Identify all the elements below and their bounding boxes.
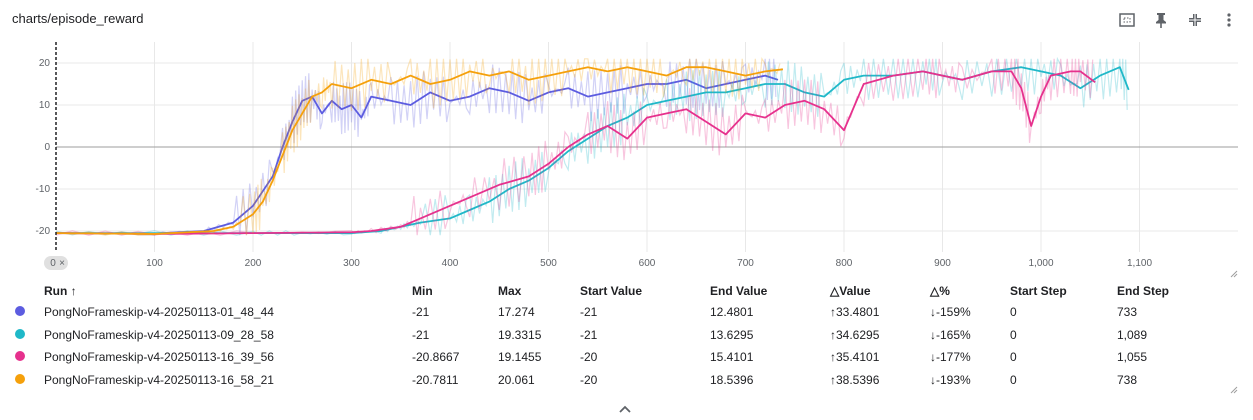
- pin-icon[interactable]: [1149, 8, 1173, 32]
- column-header-max[interactable]: Max: [498, 284, 522, 298]
- run-delta-pct: ↓-177%: [930, 350, 971, 365]
- y-tick-label: 20: [39, 58, 51, 69]
- series-line: [55, 70, 1096, 235]
- x-tick-label: 800: [836, 258, 853, 269]
- column-header-start-step[interactable]: Start Step: [1010, 284, 1067, 298]
- column-header-start-value[interactable]: Start Value: [580, 284, 643, 298]
- run-end-step: 733: [1117, 305, 1138, 320]
- y-tick-label: -20: [36, 226, 51, 237]
- x-tick-label: 1,100: [1127, 258, 1152, 269]
- chart-title: charts/episode_reward: [12, 11, 144, 26]
- run-min: -21: [412, 305, 430, 320]
- run-delta-pct: ↓-159%: [930, 305, 971, 320]
- x-tick-label: 1,000: [1028, 258, 1053, 269]
- column-header-end-value[interactable]: End Value: [710, 284, 768, 298]
- run-end-value: 18.5396: [710, 372, 754, 387]
- run-start-step: 0: [1010, 350, 1017, 365]
- column-header-delta-pct[interactable]: △%: [930, 284, 950, 298]
- run-end-value: 15.4101: [710, 350, 754, 365]
- cursor-chip-bg: [44, 256, 68, 270]
- run-color-dot: [15, 328, 25, 339]
- run-start-step: 0: [1010, 327, 1017, 342]
- run-delta-pct: ↓-193%: [930, 372, 971, 387]
- chart-toolbar: [1115, 8, 1241, 32]
- run-end-step: 1,089: [1117, 327, 1148, 342]
- cursor-close-icon[interactable]: ×: [59, 258, 65, 269]
- run-color-dot: [15, 373, 25, 384]
- run-name: PongNoFrameskip-v4-20250113-16_39_56: [44, 350, 274, 365]
- run-start-value: -21: [580, 305, 598, 320]
- x-tick-label: 200: [245, 258, 262, 269]
- y-tick-label: -10: [36, 184, 51, 195]
- column-header-end-step[interactable]: End Step: [1117, 284, 1170, 298]
- collapse-icon[interactable]: [1183, 8, 1207, 32]
- run-delta-value: ↑35.4101: [830, 350, 880, 365]
- run-name: PongNoFrameskip-v4-20250113-09_28_58: [44, 327, 274, 342]
- x-tick-label: 900: [934, 258, 951, 269]
- chevron-up-icon[interactable]: [616, 402, 634, 416]
- run-end-step: 1,055: [1117, 350, 1148, 365]
- cursor-label: 0: [50, 258, 56, 269]
- run-min: -21: [412, 327, 430, 342]
- run-max: 20.061: [498, 372, 535, 387]
- run-end-step: 738: [1117, 372, 1138, 387]
- run-start-step: 0: [1010, 372, 1017, 387]
- table-row[interactable]: PongNoFrameskip-v4-20250113-01_48_44 -21…: [0, 301, 1197, 324]
- run-end-value: 13.6295: [710, 327, 754, 342]
- run-name: PongNoFrameskip-v4-20250113-01_48_44: [44, 305, 274, 320]
- run-max: 19.1455: [498, 350, 542, 365]
- table-row[interactable]: PongNoFrameskip-v4-20250113-16_39_56 -20…: [0, 346, 1197, 369]
- column-header-delta-value[interactable]: △Value: [830, 284, 871, 298]
- y-tick-label: 0: [44, 142, 50, 153]
- x-tick-label: 500: [540, 258, 557, 269]
- more-vert-icon[interactable]: [1217, 8, 1241, 32]
- x-tick-label: 300: [343, 258, 360, 269]
- table-row[interactable]: PongNoFrameskip-v4-20250113-09_28_58 -21…: [0, 324, 1197, 347]
- run-min: -20.7811: [412, 372, 459, 387]
- table-header-row: Run ↑ Min Max Start Value End Value △Val…: [0, 281, 1197, 301]
- run-start-value: -21: [580, 327, 598, 342]
- series-raw-line: [55, 58, 1094, 236]
- runs-table: Run ↑ Min Max Start Value End Value △Val…: [0, 281, 1197, 391]
- run-start-value: -20: [580, 350, 598, 365]
- series-line: [55, 74, 779, 235]
- column-header-run[interactable]: Run ↑: [44, 284, 77, 298]
- run-min: -20.8667: [412, 350, 460, 365]
- run-max: 17.274: [498, 305, 535, 320]
- column-header-min[interactable]: Min: [412, 284, 433, 298]
- y-tick-label: 10: [39, 100, 51, 111]
- line-chart[interactable]: 100 200 300 400 500 600 700 800 900 1,000 1,100201…: [0, 30, 1253, 275]
- run-name: PongNoFrameskip-v4-20250113-16_58_21: [44, 372, 274, 387]
- series-line: [56, 66, 1130, 235]
- x-tick-label: 100: [146, 258, 163, 269]
- run-delta-value: ↑38.5396: [830, 372, 880, 387]
- run-delta-value: ↑34.6295: [830, 327, 880, 342]
- run-color-dot: [15, 306, 25, 317]
- x-tick-label: 700: [737, 258, 754, 269]
- x-tick-label: 600: [639, 258, 656, 269]
- run-max: 19.3315: [498, 327, 542, 342]
- cursor-chip: 0 ×: [44, 256, 68, 270]
- run-color-dot: [15, 351, 25, 362]
- chart-resize-handle-icon[interactable]: [1230, 270, 1238, 278]
- run-delta-value: ↑33.4801: [830, 305, 880, 320]
- table-row[interactable]: PongNoFrameskip-v4-20250113-16_58_21 -20…: [0, 369, 1197, 392]
- fit-domain-icon[interactable]: [1115, 8, 1139, 32]
- run-end-value: 12.4801: [710, 305, 754, 320]
- series-line: [55, 66, 784, 235]
- series-raw-line: [55, 58, 777, 236]
- run-start-value: -20: [580, 372, 598, 387]
- table-resize-handle-icon[interactable]: [1230, 386, 1238, 394]
- x-tick-label: 400: [442, 258, 459, 269]
- run-start-step: 0: [1010, 305, 1017, 320]
- run-delta-pct: ↓-165%: [930, 327, 971, 342]
